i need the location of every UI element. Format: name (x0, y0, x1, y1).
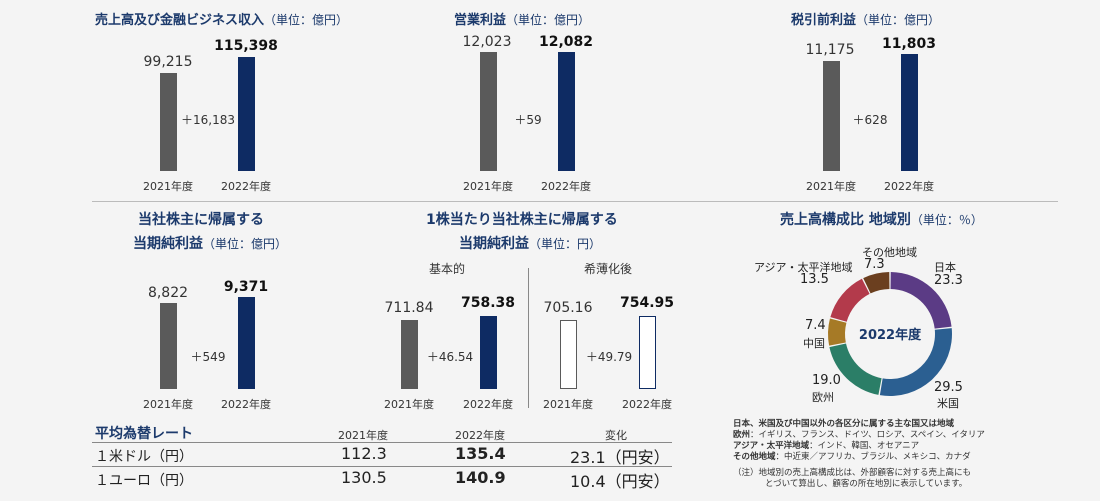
notes-footnote-2: とづいて算出し、顧客の所在地別に表示しています。 (765, 479, 968, 489)
net-2022-label: 2022年度 (221, 398, 271, 411)
net-bar-2022 (238, 297, 255, 389)
revenue-2021-label: 2021年度 (143, 180, 193, 193)
eps-diluted-2021-value: 705.16 (543, 300, 593, 316)
revenue-bar-2022 (238, 57, 255, 171)
label-china-name: 中国 (803, 337, 825, 350)
eps-basic-2022-label: 2022年度 (463, 398, 513, 411)
eps-basic-bar-2022 (480, 316, 497, 389)
eps-diluted-bar-2022 (639, 316, 656, 389)
label-other-name: その他地域 (862, 246, 917, 259)
fx-eur-change: 10.4（円安） (570, 472, 670, 491)
notes-heading: 日本、米国及び中国以外の各区分に属する主な国又は地域 (733, 419, 955, 429)
net-bar-2021 (160, 303, 177, 389)
revenue-2021-value: 99,215 (143, 54, 193, 70)
donut-slice-other (863, 272, 890, 294)
pretax-2022-label: 2022年度 (884, 180, 934, 193)
notes-footnote-1: （注）地域別の売上高構成比は、外部顧客に対する売上高にも (733, 468, 972, 478)
notes-other: その他地域：中近東／アフリカ、ブラジル、メキシコ、カナダ (733, 452, 971, 462)
fx-header-2022: 2022年度 (455, 429, 505, 442)
label-europe-name: 欧州 (812, 391, 834, 404)
notes-asia: アジア・太平洋地域：インド、韓国、オセアニア (733, 441, 920, 451)
op-2021-label: 2021年度 (463, 180, 513, 193)
op-2022-label: 2022年度 (541, 180, 591, 193)
fx-eur-2021: 130.5 (341, 468, 387, 487)
label-china-value: 7.4 (805, 318, 826, 333)
eps-diluted-label: 希薄化後 (583, 262, 633, 276)
fx-usd-2022: 135.4 (455, 444, 506, 463)
net-2021-value: 8,822 (147, 285, 189, 301)
region-notes: 日本、米国及び中国以外の各区分に属する主な国又は地域 欧州：イギリス、フランス、… (733, 419, 985, 490)
fx-eur-2022: 140.9 (455, 468, 506, 487)
pretax-2021-label: 2021年度 (806, 180, 856, 193)
fx-rule-top (92, 442, 672, 443)
net-title-1: 当社株主に帰属する (138, 212, 264, 228)
label-asia-value: 13.5 (800, 272, 829, 287)
eps-basic-2021-label: 2021年度 (384, 398, 434, 411)
eps-title-2: 当期純利益（単位：円） (459, 236, 602, 252)
label-japan-name: 日本 (934, 261, 956, 274)
region-title: 売上高構成比 地域別（単位：％） (780, 212, 983, 228)
pretax-bar-2021 (823, 61, 840, 171)
op-diff: ＋59 (514, 113, 542, 127)
net-diff: ＋549 (190, 350, 226, 364)
fx-usd-change: 23.1（円安） (570, 448, 670, 467)
revenue-bar-2021 (160, 73, 177, 171)
eps-diluted-2021-label: 2021年度 (543, 398, 593, 411)
eps-diluted-2022-value: 754.95 (619, 295, 675, 311)
revenue-diff: ＋16,183 (181, 113, 235, 127)
eps-title-1: 1株当たり当社株主に帰属する (426, 212, 618, 228)
label-us-value: 29.5 (934, 380, 963, 395)
eps-diluted-2022-label: 2022年度 (622, 398, 672, 411)
pretax-2022-value: 11,803 (881, 36, 937, 52)
revenue-title: 売上高及び金融ビジネス収入（単位：億円） (95, 13, 349, 28)
fx-eur-label: １ユーロ（円） (95, 473, 193, 489)
eps-basic-label: 基本的 (428, 262, 466, 276)
op-bar-2022 (558, 52, 575, 171)
label-europe-value: 19.0 (812, 373, 841, 388)
revenue-2022-value: 115,398 (214, 38, 278, 54)
net-title-2: 当期純利益（単位：億円） (133, 236, 288, 252)
label-japan-value: 23.3 (934, 273, 963, 288)
pretax-2021-value: 11,175 (805, 42, 855, 58)
eps-basic-diff: ＋46.54 (426, 350, 474, 364)
op-bar-2021 (480, 52, 497, 171)
op-2021-value: 12,023 (462, 34, 512, 50)
eps-basic-2021-value: 711.84 (384, 300, 434, 316)
eps-basic-2022-value: 758.38 (460, 295, 516, 311)
pretax-bar-2022 (901, 54, 918, 171)
donut-slice-asia (830, 278, 870, 322)
pretax-title: 税引前利益（単位：億円） (791, 13, 941, 28)
label-us-name: 米国 (937, 397, 959, 410)
op-2022-value: 12,082 (538, 34, 594, 50)
fx-usd-label: １米ドル（円） (95, 449, 193, 465)
fx-header-2021: 2021年度 (338, 429, 388, 442)
row-divider (92, 201, 1058, 202)
fx-usd-2021: 112.3 (341, 444, 387, 463)
fx-title: 平均為替レート (95, 426, 193, 442)
fx-header-change: 変化 (605, 429, 627, 442)
pretax-diff: ＋628 (852, 113, 888, 127)
donut-center-label: 2022年度 (859, 327, 922, 343)
eps-diluted-bar-2021 (560, 320, 577, 389)
op-title: 営業利益（単位：億円） (454, 13, 591, 28)
fx-rule-mid (92, 466, 672, 467)
donut-slice-china (828, 318, 847, 346)
revenue-2022-label: 2022年度 (221, 180, 271, 193)
label-asia-name: アジア・太平洋地域 (754, 261, 853, 274)
label-other-value: 7.3 (864, 257, 885, 272)
eps-diluted-diff: ＋49.79 (585, 350, 633, 364)
eps-divider (528, 268, 529, 408)
net-2022-value: 9,371 (223, 279, 269, 295)
net-2021-label: 2021年度 (143, 398, 193, 411)
notes-europe: 欧州：イギリス、フランス、ドイツ、ロシア、スペイン、イタリア (733, 430, 985, 440)
eps-basic-bar-2021 (401, 320, 418, 389)
